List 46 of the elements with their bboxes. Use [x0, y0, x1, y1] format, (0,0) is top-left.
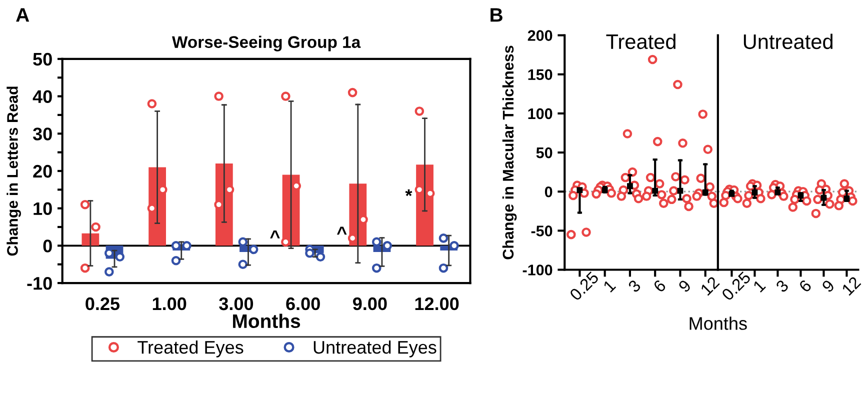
y-tick-label: 10: [34, 202, 52, 216]
x-tick-label: 0.25: [86, 297, 120, 310]
x-tick-label: 9: [678, 279, 692, 293]
chart-title: Worse-Seeing Group 1a: [172, 36, 361, 52]
chart-title: Untreated: [744, 34, 832, 50]
x-tick-label: 0.25: [721, 270, 752, 302]
annotation: ^: [270, 230, 280, 238]
annotation: *: [405, 189, 412, 196]
y-tick-label: 20: [33, 164, 52, 178]
x-tick-label: 6: [652, 279, 667, 293]
y-tick-label: 0: [43, 240, 52, 252]
x-tick-label: 12.00: [415, 297, 459, 310]
y-tick-label: 40: [32, 90, 52, 103]
legend-label: Treated Eyes: [138, 340, 244, 358]
y-tick-label: 30: [32, 128, 52, 140]
x-tick-label: 3: [775, 279, 790, 294]
x-tick-label: 1.00: [152, 297, 186, 310]
y-tick-label: -100: [522, 264, 552, 276]
x-tick-label: 3: [627, 279, 642, 294]
x-tick-label: 12: [841, 276, 862, 296]
x-tick-label: 0.25: [569, 270, 600, 302]
x-tick-label: 6.00: [286, 297, 320, 310]
y-tick-label: 150: [528, 69, 552, 80]
x-tick-label: 6: [798, 279, 812, 293]
y-tick-label: 50: [33, 52, 52, 66]
y-tick-label: 100: [528, 108, 552, 120]
x-axis-title: Months: [233, 314, 300, 328]
x-tick-label: 3.00: [219, 297, 254, 310]
annotation: ^: [336, 226, 347, 235]
text: B: [490, 8, 502, 22]
y-tick-label: 200: [528, 30, 552, 41]
x-tick-label: 9.00: [352, 297, 387, 310]
text: A: [16, 8, 30, 22]
y-tick-label: -50: [531, 226, 552, 236]
x-tick-label: 12: [700, 276, 720, 296]
x-tick-label: 1: [752, 279, 766, 292]
x-axis-title: Months: [690, 316, 747, 330]
chart-title: Treated: [606, 34, 676, 50]
legend-label: Untreated Eyes: [314, 340, 436, 358]
y-tick-label: -10: [27, 276, 52, 290]
y-axis-title: Change in Macular Thickness: [502, 46, 517, 260]
y-tick-label: 0: [544, 186, 552, 198]
x-tick-label: 9: [821, 279, 836, 293]
x-tick-label: 1: [602, 279, 616, 292]
y-axis-title: Change in Letters Read: [6, 86, 21, 256]
y-tick-label: 50: [536, 147, 552, 158]
